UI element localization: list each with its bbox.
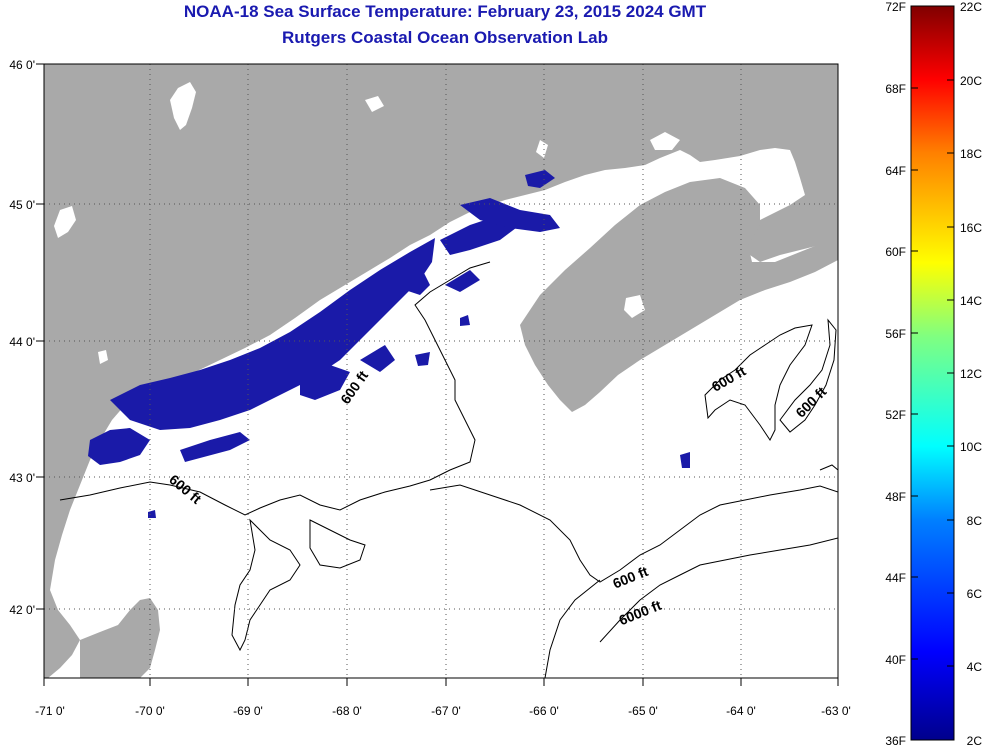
lat-label: 45 0' [9, 198, 35, 212]
lon-label: -69 0' [233, 704, 263, 718]
cape-cod-land [80, 598, 160, 678]
colorbar-f-label: 60F [885, 245, 906, 259]
lon-label: -64 0' [726, 704, 756, 718]
lon-label: -67 0' [431, 704, 461, 718]
lon-label: -71 0' [35, 704, 65, 718]
map-subtitle: Rutgers Coastal Ocean Observation Lab [282, 28, 608, 47]
lat-label: 42 0' [9, 603, 35, 617]
map-title: NOAA-18 Sea Surface Temperature: Februar… [183, 2, 707, 21]
lon-label: -65 0' [628, 704, 658, 718]
lon-label: -68 0' [332, 704, 362, 718]
colorbar-f-label: 64F [885, 164, 906, 178]
lon-label: -70 0' [135, 704, 165, 718]
lat-label: 44 0' [9, 335, 35, 349]
colorbar-f-label: 68F [885, 82, 906, 96]
lon-label: -63 0' [821, 704, 851, 718]
colorbar-f-label: 40F [885, 653, 906, 667]
bathymetry-contours [59, 261, 838, 678]
colorbar-ticks [911, 79, 954, 667]
sst-data-patches [88, 170, 690, 518]
colorbar-c-label: 20C [960, 74, 982, 88]
colorbar-c-label: 4C [967, 660, 983, 674]
colorbar-c-label: 8C [967, 514, 983, 528]
colorbar-f-label: 48F [885, 490, 906, 504]
lat-label: 46 0' [9, 58, 35, 72]
colorbar-c-label: 12C [960, 367, 982, 381]
colorbar-c-label: 14C [960, 294, 982, 308]
colorbar-c-label: 16C [960, 221, 982, 235]
colorbar-f-label: 72F [885, 0, 906, 14]
colorbar-c-label: 18C [960, 147, 982, 161]
colorbar-c-label: 6C [967, 587, 983, 601]
colorbar-f-label: 52F [885, 408, 906, 422]
nova-scotia-land [520, 178, 838, 412]
colorbar [910, 5, 955, 741]
axis-ticks [36, 63, 839, 686]
colorbar-c-label: 2C [967, 734, 983, 748]
colorbar-f-label: 56F [885, 327, 906, 341]
colorbar-c-label: 10C [960, 440, 982, 454]
mainland-land [44, 64, 838, 678]
colorbar-f-label: 44F [885, 571, 906, 585]
colorbar-f-label: 36F [885, 734, 906, 748]
map-frame [43, 63, 839, 679]
lat-label: 43 0' [9, 471, 35, 485]
colorbar-c-label: 22C [960, 0, 982, 14]
lon-label: -66 0' [529, 704, 559, 718]
